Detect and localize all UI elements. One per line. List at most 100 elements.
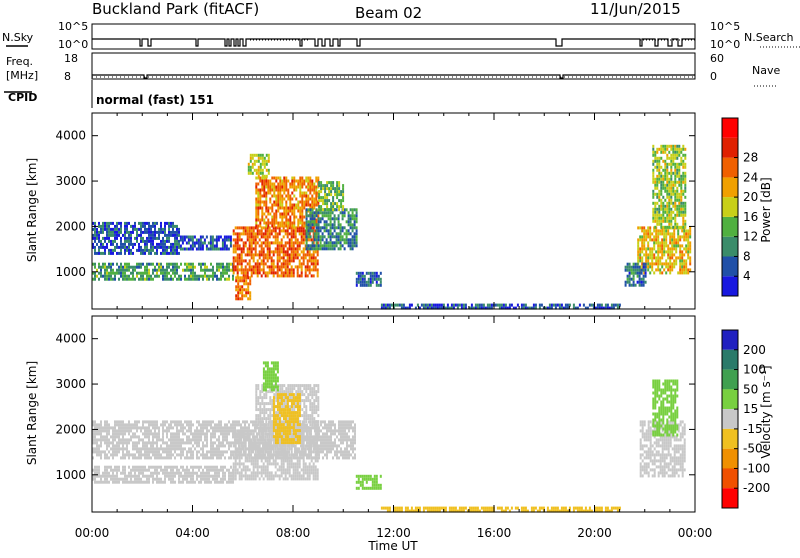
heatmap-cell: [144, 441, 146, 444]
heatmap-cell: [218, 278, 220, 281]
heatmap-cell: [271, 186, 273, 189]
heatmap-cell: [252, 166, 254, 169]
heatmap-cell: [316, 223, 318, 226]
heatmap-cell: [170, 472, 172, 475]
heatmap-cell: [330, 426, 332, 429]
heatmap-cell: [641, 278, 643, 281]
heatmap-cell: [224, 272, 226, 275]
heatmap-cell: [330, 235, 332, 238]
heatmap-cell: [170, 263, 172, 266]
heatmap-cell: [666, 187, 668, 190]
heatmap-cell: [668, 208, 670, 211]
heatmap-cell: [665, 229, 667, 232]
heatmap-cell: [216, 472, 218, 475]
cpid-label: CPID: [8, 91, 37, 104]
heatmap-cell: [134, 472, 136, 475]
heatmap-cell: [178, 438, 180, 441]
heatmap-cell: [102, 263, 104, 266]
heatmap-cell: [669, 232, 671, 235]
heatmap-cell: [314, 214, 316, 217]
heatmap-cell: [142, 481, 144, 484]
heatmap-cell: [267, 259, 269, 262]
heatmap-cell: [291, 241, 293, 244]
heatmap-cell: [641, 250, 643, 253]
heatmap-cell: [106, 441, 108, 444]
heatmap-cell: [260, 157, 262, 160]
heatmap-cell: [297, 268, 299, 271]
heatmap-cell: [263, 259, 265, 262]
heatmap-cell: [132, 231, 134, 234]
heatmap-cell: [216, 429, 218, 432]
heatmap-cell: [661, 265, 663, 268]
heatmap-cell: [669, 268, 671, 271]
heatmap-cell: [313, 259, 315, 262]
heatmap-cell: [311, 268, 313, 271]
heatmap-cell: [310, 214, 312, 217]
heatmap-cell: [316, 241, 318, 244]
heatmap-cell: [657, 229, 659, 232]
heatmap-cell: [252, 172, 254, 175]
date-title: 11/Jun/2015: [590, 0, 681, 18]
heatmap-cell: [330, 247, 332, 250]
heatmap-cell: [643, 235, 645, 238]
heatmap-cell: [174, 420, 176, 423]
heatmap-cell: [334, 214, 336, 217]
heatmap-cell: [124, 472, 126, 475]
heatmap-cell: [291, 268, 293, 271]
heatmap-cell: [629, 269, 631, 272]
heatmap-cell: [114, 275, 116, 278]
heatmap-cell: [326, 450, 328, 453]
heatmap-cell: [259, 198, 261, 201]
heatmap-cell: [340, 205, 342, 208]
heatmap-cell: [297, 229, 299, 232]
heatmap-cell: [239, 432, 241, 435]
heatmap-cell: [243, 468, 245, 471]
heatmap-cell: [234, 435, 236, 438]
heatmap-cell: [196, 441, 198, 444]
heatmap-cell: [249, 250, 251, 253]
heatmap-cell: [168, 234, 170, 237]
heatmap-cell: [279, 256, 281, 259]
heatmap-cell: [342, 199, 344, 202]
heatmap-cell: [174, 475, 176, 478]
heatmap-cell: [154, 222, 156, 225]
heatmap-cell: [265, 201, 267, 204]
heatmap-cell: [140, 222, 142, 225]
heatmap-cell: [275, 180, 277, 183]
heatmap-cell: [142, 275, 144, 278]
heatmap-cell: [652, 169, 654, 172]
heatmap-cell: [332, 184, 334, 187]
heatmap-cell: [291, 253, 293, 256]
heatmap-cell: [289, 262, 291, 265]
heatmap-cell: [666, 181, 668, 184]
heatmap-cell: [368, 281, 370, 284]
heatmap-cell: [172, 475, 174, 478]
heatmap-cell: [303, 192, 305, 195]
heatmap-cell: [318, 226, 320, 229]
heatmap-cell: [100, 432, 102, 435]
heatmap-cell: [261, 229, 263, 232]
heatmap-cell: [182, 466, 184, 469]
heatmap-cell: [635, 284, 637, 287]
heatmap-cell: [674, 193, 676, 196]
heatmap-cell: [303, 207, 305, 210]
heatmap-cell: [391, 304, 393, 307]
heatmap-cell: [138, 438, 140, 441]
heatmap-cell: [190, 481, 192, 484]
heatmap-cell: [303, 241, 305, 244]
heatmap-cell: [303, 238, 305, 241]
heatmap-cell: [156, 420, 158, 423]
heatmap-cell: [160, 231, 162, 234]
heatmap-cell: [98, 246, 100, 249]
heatmap-cell: [680, 157, 682, 160]
heatmap-cell: [674, 196, 676, 199]
heatmap-cell: [332, 232, 334, 235]
heatmap-cell: [174, 240, 176, 243]
heatmap-cell: [168, 429, 170, 432]
heatmap-cell: [645, 238, 647, 241]
heatmap-cell: [180, 275, 182, 278]
heatmap-cell: [247, 474, 249, 477]
heatmap-cell: [313, 186, 315, 189]
heatmap-cell: [328, 441, 330, 444]
heatmap-cell: [200, 432, 202, 435]
